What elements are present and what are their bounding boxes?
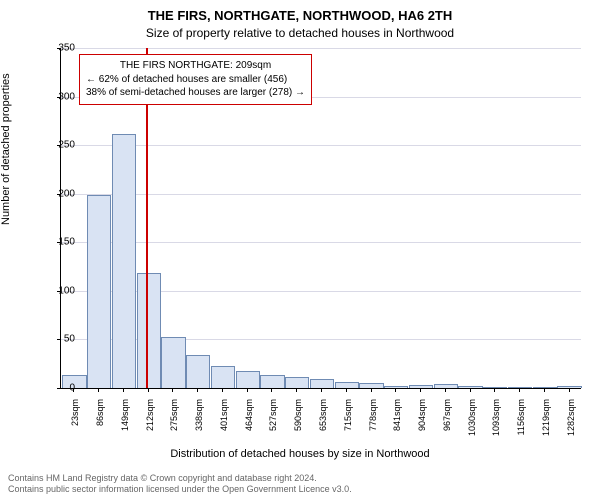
x-tick: [271, 388, 272, 392]
x-tick-label: 778sqm: [368, 399, 378, 449]
x-tick-label: 715sqm: [343, 399, 353, 449]
annotation-line-1: THE FIRS NORTHGATE: 209sqm: [86, 59, 305, 73]
histogram-bar: [434, 384, 458, 388]
gridline: [61, 194, 581, 195]
x-tick-label: 464sqm: [244, 399, 254, 449]
x-tick: [296, 388, 297, 392]
x-tick: [222, 388, 223, 392]
y-tick-label: 0: [69, 383, 75, 394]
chart-title-sub: Size of property relative to detached ho…: [0, 26, 600, 40]
x-tick-label: 1282sqm: [566, 399, 576, 449]
histogram-bar: [260, 375, 284, 388]
histogram-bar: [310, 379, 334, 388]
histogram-bar: [533, 387, 557, 388]
gridline: [61, 242, 581, 243]
x-tick: [519, 388, 520, 392]
annotation-box: THE FIRS NORTHGATE: 209sqm← 62% of detac…: [79, 54, 312, 105]
x-tick-label: 841sqm: [392, 399, 402, 449]
x-tick-label: 275sqm: [169, 399, 179, 449]
histogram-bar: [384, 386, 408, 388]
x-tick-label: 212sqm: [145, 399, 155, 449]
histogram-bar: [483, 387, 507, 388]
y-tick-label: 350: [58, 43, 75, 54]
y-tick-label: 150: [58, 237, 75, 248]
annotation-line-2: ← 62% of detached houses are smaller (45…: [86, 73, 305, 87]
annotation-line-3: 38% of semi-detached houses are larger (…: [86, 86, 305, 100]
y-tick-label: 100: [58, 285, 75, 296]
gridline: [61, 145, 581, 146]
x-tick: [123, 388, 124, 392]
x-tick: [494, 388, 495, 392]
footer-credits: Contains HM Land Registry data © Crown c…: [8, 473, 352, 496]
histogram-bar: [285, 377, 309, 388]
x-tick: [197, 388, 198, 392]
histogram-bar: [112, 134, 136, 388]
histogram-bar: [557, 386, 581, 388]
x-tick: [544, 388, 545, 392]
histogram-bar: [211, 366, 235, 388]
x-tick-label: 1030sqm: [467, 399, 477, 449]
y-tick: [57, 388, 61, 389]
x-tick: [569, 388, 570, 392]
x-tick: [321, 388, 322, 392]
chart-title-main: THE FIRS, NORTHGATE, NORTHWOOD, HA6 2TH: [0, 8, 600, 23]
histogram-bar: [335, 382, 359, 388]
histogram-bar: [186, 355, 210, 388]
footer-line-2: Contains public sector information licen…: [8, 484, 352, 496]
y-axis-label: Number of detached properties: [0, 73, 12, 225]
x-tick: [445, 388, 446, 392]
x-tick-label: 86sqm: [95, 399, 105, 449]
y-tick: [57, 339, 61, 340]
x-tick: [346, 388, 347, 392]
histogram-bar: [161, 337, 185, 389]
histogram-bar: [458, 386, 482, 388]
x-tick-label: 23sqm: [70, 399, 80, 449]
footer-line-1: Contains HM Land Registry data © Crown c…: [8, 473, 352, 485]
x-tick: [371, 388, 372, 392]
x-tick-label: 590sqm: [293, 399, 303, 449]
histogram-bar: [236, 371, 260, 388]
histogram-bar: [87, 195, 111, 388]
plot-area: THE FIRS NORTHGATE: 209sqm← 62% of detac…: [60, 48, 581, 389]
x-tick: [98, 388, 99, 392]
y-tick-label: 50: [64, 334, 75, 345]
x-tick: [420, 388, 421, 392]
x-tick: [395, 388, 396, 392]
x-tick-label: 1156sqm: [516, 399, 526, 449]
histogram-bar: [359, 383, 383, 388]
x-tick-label: 904sqm: [417, 399, 427, 449]
x-tick-label: 1219sqm: [541, 399, 551, 449]
x-tick-label: 401sqm: [219, 399, 229, 449]
y-tick-label: 200: [58, 188, 75, 199]
x-tick-label: 527sqm: [268, 399, 278, 449]
y-tick-label: 300: [58, 91, 75, 102]
x-tick-label: 967sqm: [442, 399, 452, 449]
y-tick-label: 250: [58, 140, 75, 151]
x-tick: [247, 388, 248, 392]
x-tick-label: 1093sqm: [491, 399, 501, 449]
x-axis-label: Distribution of detached houses by size …: [0, 448, 600, 460]
x-tick-label: 338sqm: [194, 399, 204, 449]
x-tick-label: 149sqm: [120, 399, 130, 449]
x-tick: [470, 388, 471, 392]
x-tick: [172, 388, 173, 392]
histogram-bar: [137, 273, 161, 388]
gridline: [61, 48, 581, 49]
x-tick: [148, 388, 149, 392]
x-tick-label: 653sqm: [318, 399, 328, 449]
